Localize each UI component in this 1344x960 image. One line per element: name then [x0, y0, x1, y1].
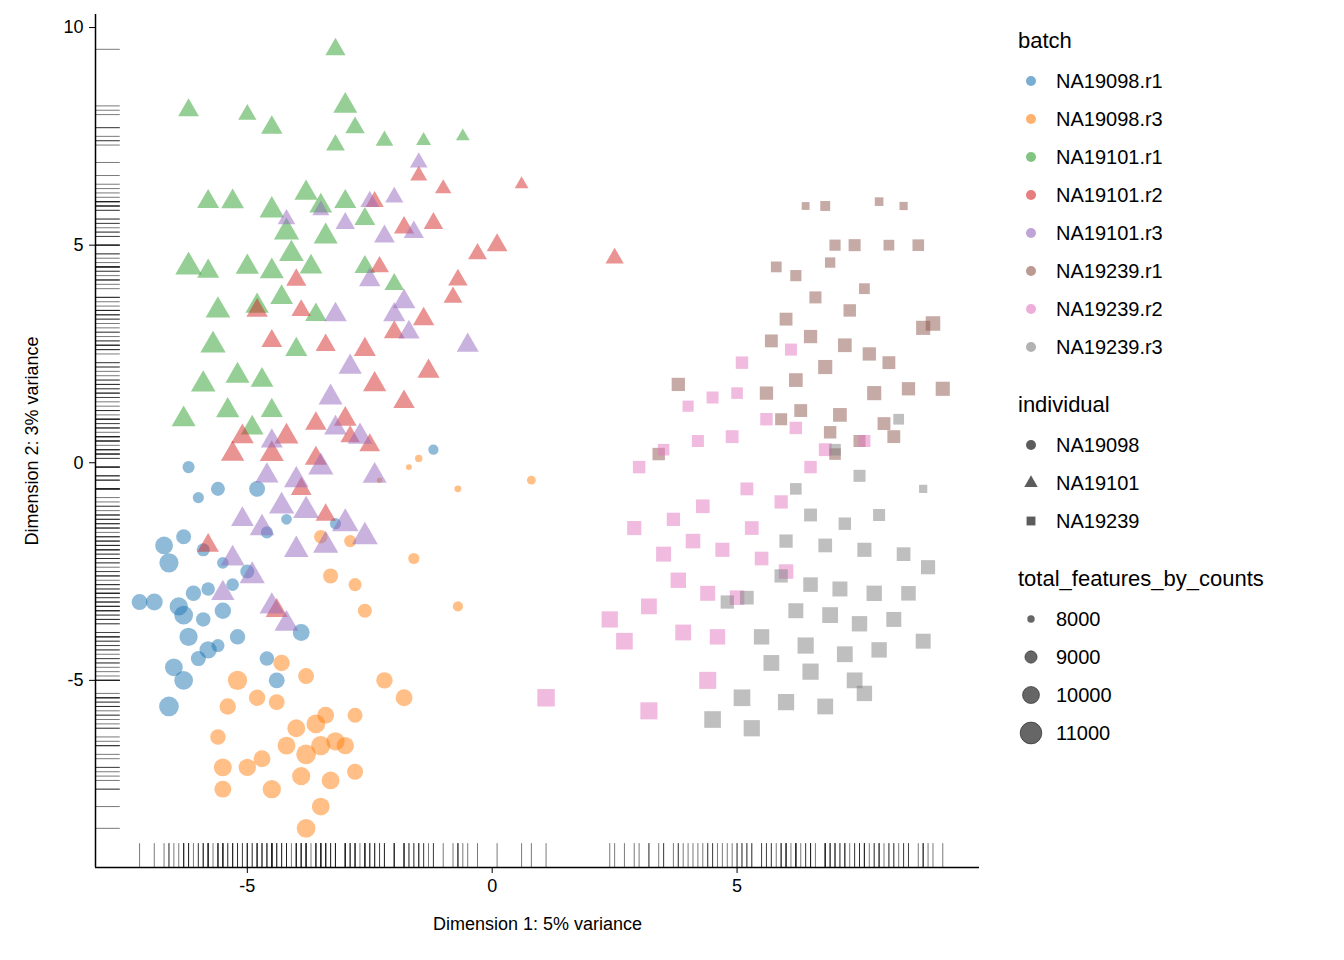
html-text:NA19239.r3: NA19239.r3 [1056, 335, 1163, 358]
svg-text:5: 5 [732, 876, 742, 896]
html-text:NA19098.r1: NA19098.r1 [1056, 69, 1163, 92]
html-text:NA19101.r1: NA19101.r1 [1056, 145, 1163, 168]
svg-text:Dimension 1: 5% variance: Dimension 1: 5% variance [433, 914, 642, 934]
svg-text:-5: -5 [67, 670, 83, 690]
html-text:NA19239.r1: NA19239.r1 [1056, 259, 1163, 282]
html-text:11000: 11000 [1056, 721, 1111, 744]
svg-text:0: 0 [487, 876, 497, 896]
html-text:NA19239.r2: NA19239.r2 [1056, 297, 1163, 320]
html-text:NA19101: NA19101 [1056, 471, 1140, 494]
svg-text:Dimension 2: 3% variance: Dimension 2: 3% variance [22, 336, 42, 545]
html-text:NA19098: NA19098 [1056, 433, 1140, 456]
html-text:NA19098.r3: NA19098.r3 [1056, 107, 1163, 130]
html-text:batch: batch [1018, 28, 1072, 53]
html-text:8000: 8000 [1056, 607, 1101, 630]
svg-text:-5: -5 [239, 876, 255, 896]
svg-text:0: 0 [73, 453, 83, 473]
html-text:10000: 10000 [1056, 683, 1112, 706]
html-text:9000: 9000 [1056, 645, 1101, 668]
svg-text:5: 5 [73, 235, 83, 255]
html-text:NA19101.r3: NA19101.r3 [1056, 221, 1163, 244]
html-text:NA19101.r2: NA19101.r2 [1056, 183, 1163, 206]
html-text:total_features_by_counts: total_features_by_counts [1018, 566, 1264, 591]
svg-text:10: 10 [63, 17, 83, 37]
html-text:individual: individual [1018, 392, 1110, 417]
html-text:NA19239: NA19239 [1056, 509, 1140, 532]
